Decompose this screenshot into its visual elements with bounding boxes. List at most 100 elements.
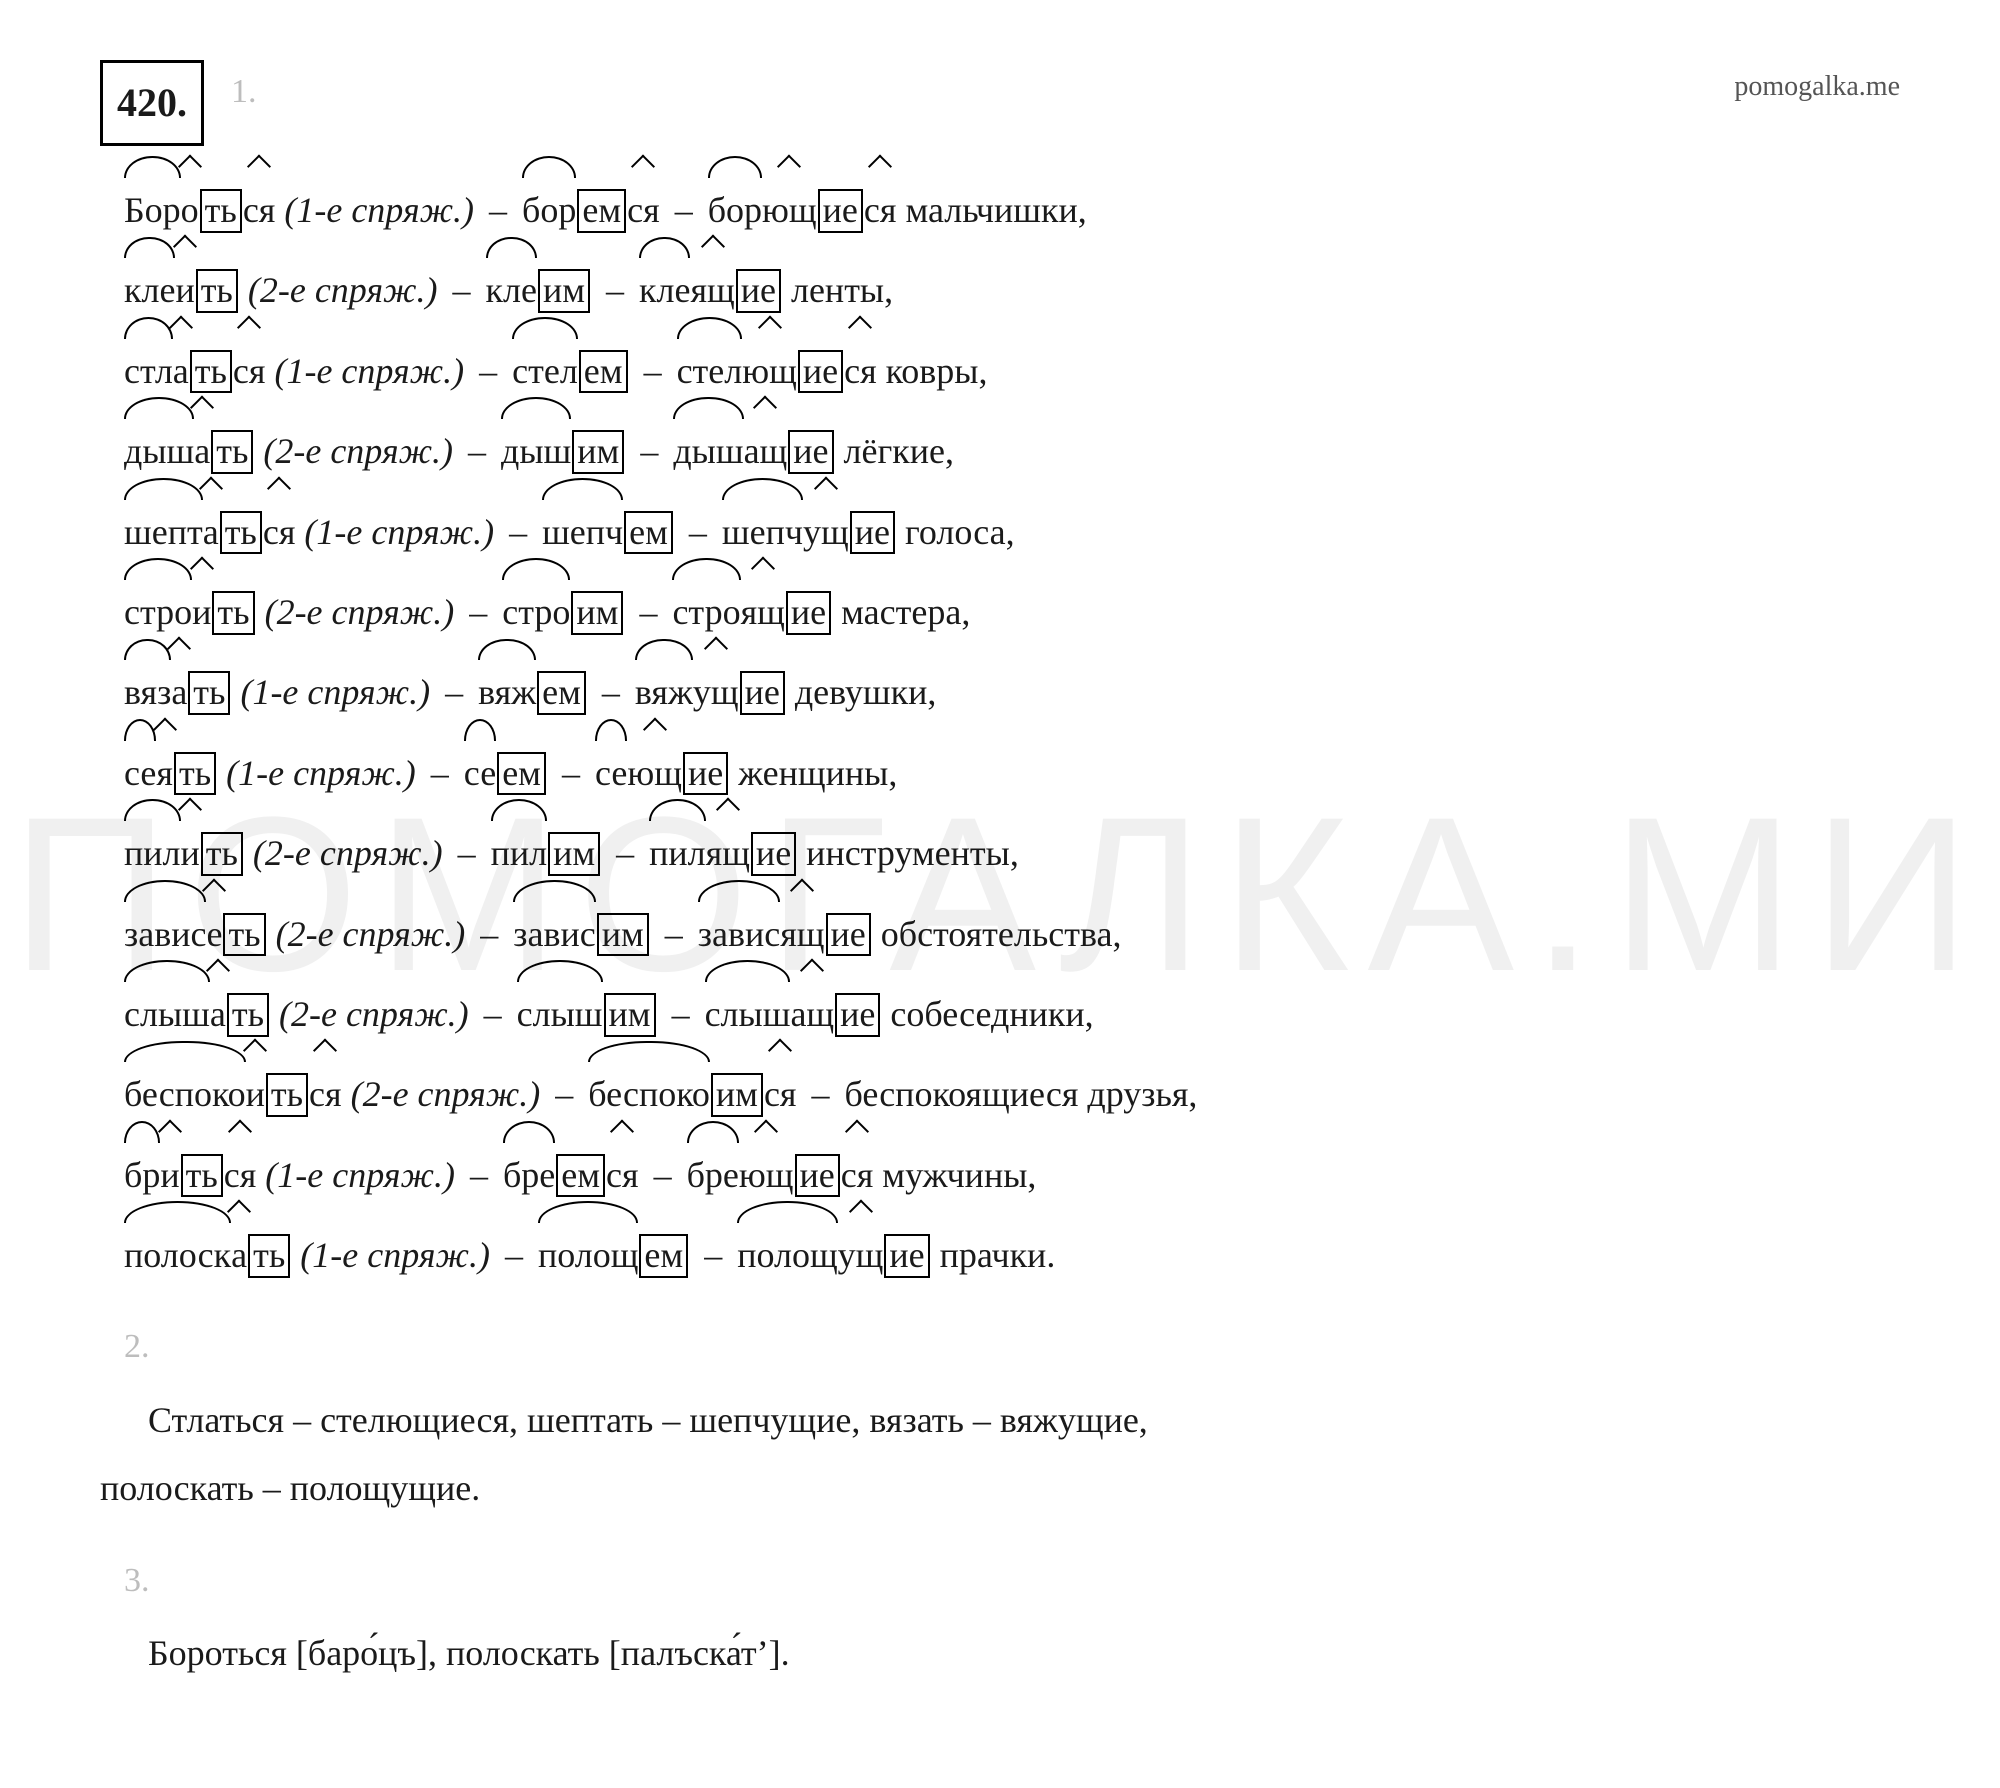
morpheme-end: ие — [786, 591, 831, 635]
morpheme-suf: и — [175, 256, 194, 324]
morpheme-root: стро — [672, 578, 740, 646]
morpheme-word: дышащие — [673, 417, 834, 485]
morpheme-root: пил — [491, 819, 548, 887]
morpheme-root: полощ — [737, 1221, 837, 1289]
morpheme-word: вяжущие — [635, 658, 786, 726]
dash: – — [805, 1074, 835, 1114]
morpheme-root: завис — [698, 900, 780, 968]
morpheme-post: ся — [224, 1141, 257, 1209]
morpheme-root: слыш — [705, 980, 791, 1048]
conjugation-label: (1-е спряж.) — [275, 190, 483, 230]
morpheme-suf: и — [160, 1141, 179, 1209]
dash: – — [634, 431, 664, 471]
morpheme-word: зависящие — [698, 900, 872, 968]
part-3: 3. Бороться [баро́цъ], полоскать [палъск… — [100, 1549, 1900, 1688]
morpheme-suf: и — [181, 819, 200, 887]
morpheme-root: кле — [639, 256, 690, 324]
morpheme-word: строим — [502, 578, 624, 646]
morpheme-root: бре — [687, 1141, 739, 1209]
morpheme-suf: а — [210, 980, 226, 1048]
exercise-row: полоскать (1-е спряж.) – полощем – полощ… — [124, 1221, 1900, 1289]
exercise-row: зависеть (2-е спряж.) – зависим – завися… — [124, 900, 1900, 968]
dash: – — [549, 1074, 579, 1114]
morpheme-end: ть — [201, 832, 243, 876]
morpheme-root: бор — [708, 176, 762, 244]
morpheme-post: ся — [263, 498, 296, 566]
morpheme-post: ся — [243, 176, 276, 244]
dash: – — [698, 1235, 728, 1275]
morpheme-suf: ющ — [762, 176, 817, 244]
section-1-label: 1. — [231, 60, 257, 125]
morpheme-word: стелющиеся — [677, 337, 877, 405]
exercise-row: пилить (2-е спряж.) – пилим – пилящие ин… — [124, 819, 1900, 887]
section-2-label: 2. — [124, 1315, 1900, 1380]
morpheme-word: бриться — [124, 1141, 256, 1209]
morpheme-word: стлаться — [124, 337, 265, 405]
morpheme-end: ие — [788, 430, 833, 474]
dash: – — [464, 1155, 494, 1195]
morpheme-root: слыш — [124, 980, 210, 1048]
morpheme-word: полощущие — [737, 1221, 930, 1289]
morpheme-suf: а — [171, 658, 187, 726]
morpheme-word: строящие — [672, 578, 832, 646]
morpheme-root: слыш — [517, 980, 603, 1048]
conjugation-label: (2-е спряж.) — [270, 994, 478, 1034]
morpheme-root: бор — [522, 176, 576, 244]
row-tail: мальчишки, — [896, 190, 1086, 230]
rows-container: Бороться (1-е спряж.) – боремся – борющи… — [100, 176, 1900, 1289]
morpheme-suf: а — [194, 417, 210, 485]
morpheme-end: им — [538, 269, 590, 313]
conjugation-label: (2-е спряж.) — [244, 833, 452, 873]
dash: – — [683, 512, 713, 552]
row-tail: ковры, — [877, 351, 988, 391]
morpheme-suf: е — [206, 900, 222, 968]
morpheme-word: стелем — [512, 337, 628, 405]
morpheme-end: ем — [624, 511, 673, 555]
row-tail: обстоятельства, — [872, 914, 1122, 954]
dash: – — [648, 1155, 678, 1195]
row-tail: инструменты, — [797, 833, 1019, 873]
conjugation-label: (2-е спряж.) — [239, 270, 447, 310]
dash: – — [439, 672, 469, 712]
morpheme-word: вяжем — [478, 658, 587, 726]
morpheme-end: ть — [248, 1234, 290, 1278]
row-tail: друзья, — [1078, 1074, 1197, 1114]
exercise-row: шептаться (1-е спряж.) – шепчем – шепчущ… — [124, 498, 1900, 566]
morpheme-root: дыш — [501, 417, 571, 485]
morpheme-suf: ящ — [741, 578, 785, 646]
morpheme-suf: ущ — [693, 658, 739, 726]
dash: – — [447, 270, 477, 310]
dash: – — [633, 592, 663, 632]
morpheme-root: бр — [124, 1141, 160, 1209]
morpheme-end: ть — [200, 189, 242, 233]
exercise-header: 420. 1. — [100, 60, 257, 146]
morpheme-word: полощем — [538, 1221, 689, 1289]
row-tail: прачки. — [931, 1235, 1056, 1275]
morpheme-root: дыш — [124, 417, 194, 485]
dash: – — [669, 190, 699, 230]
plain-word: беспокоящиеся — [844, 1074, 1078, 1114]
dash: – — [478, 994, 508, 1034]
dash: – — [425, 753, 455, 793]
morpheme-end: ем — [556, 1154, 605, 1198]
morpheme-root: пил — [649, 819, 706, 887]
morpheme-post: ся — [844, 337, 877, 405]
morpheme-root: се — [464, 739, 496, 807]
morpheme-root: беспоко — [124, 1060, 246, 1128]
morpheme-end: ие — [835, 993, 880, 1037]
dash: – — [503, 512, 533, 552]
exercise-row: бриться (1-е спряж.) – бреемся – бреющие… — [124, 1141, 1900, 1209]
morpheme-word: дышать — [124, 417, 254, 485]
morpheme-suf: а — [203, 498, 219, 566]
dash: – — [610, 833, 640, 873]
part2-line2: полоскать – полощущие. — [100, 1454, 1900, 1522]
morpheme-end: ть — [211, 430, 253, 474]
morpheme-suf: ющ — [627, 739, 682, 807]
conjugation-label: (2-е спряж.) — [267, 914, 475, 954]
morpheme-root: стро — [124, 578, 192, 646]
morpheme-end: ть — [212, 591, 254, 635]
morpheme-post: ся — [864, 176, 897, 244]
exercise-number-box: 420. — [100, 60, 204, 146]
dash: – — [666, 994, 696, 1034]
morpheme-suf: ащ — [790, 980, 834, 1048]
